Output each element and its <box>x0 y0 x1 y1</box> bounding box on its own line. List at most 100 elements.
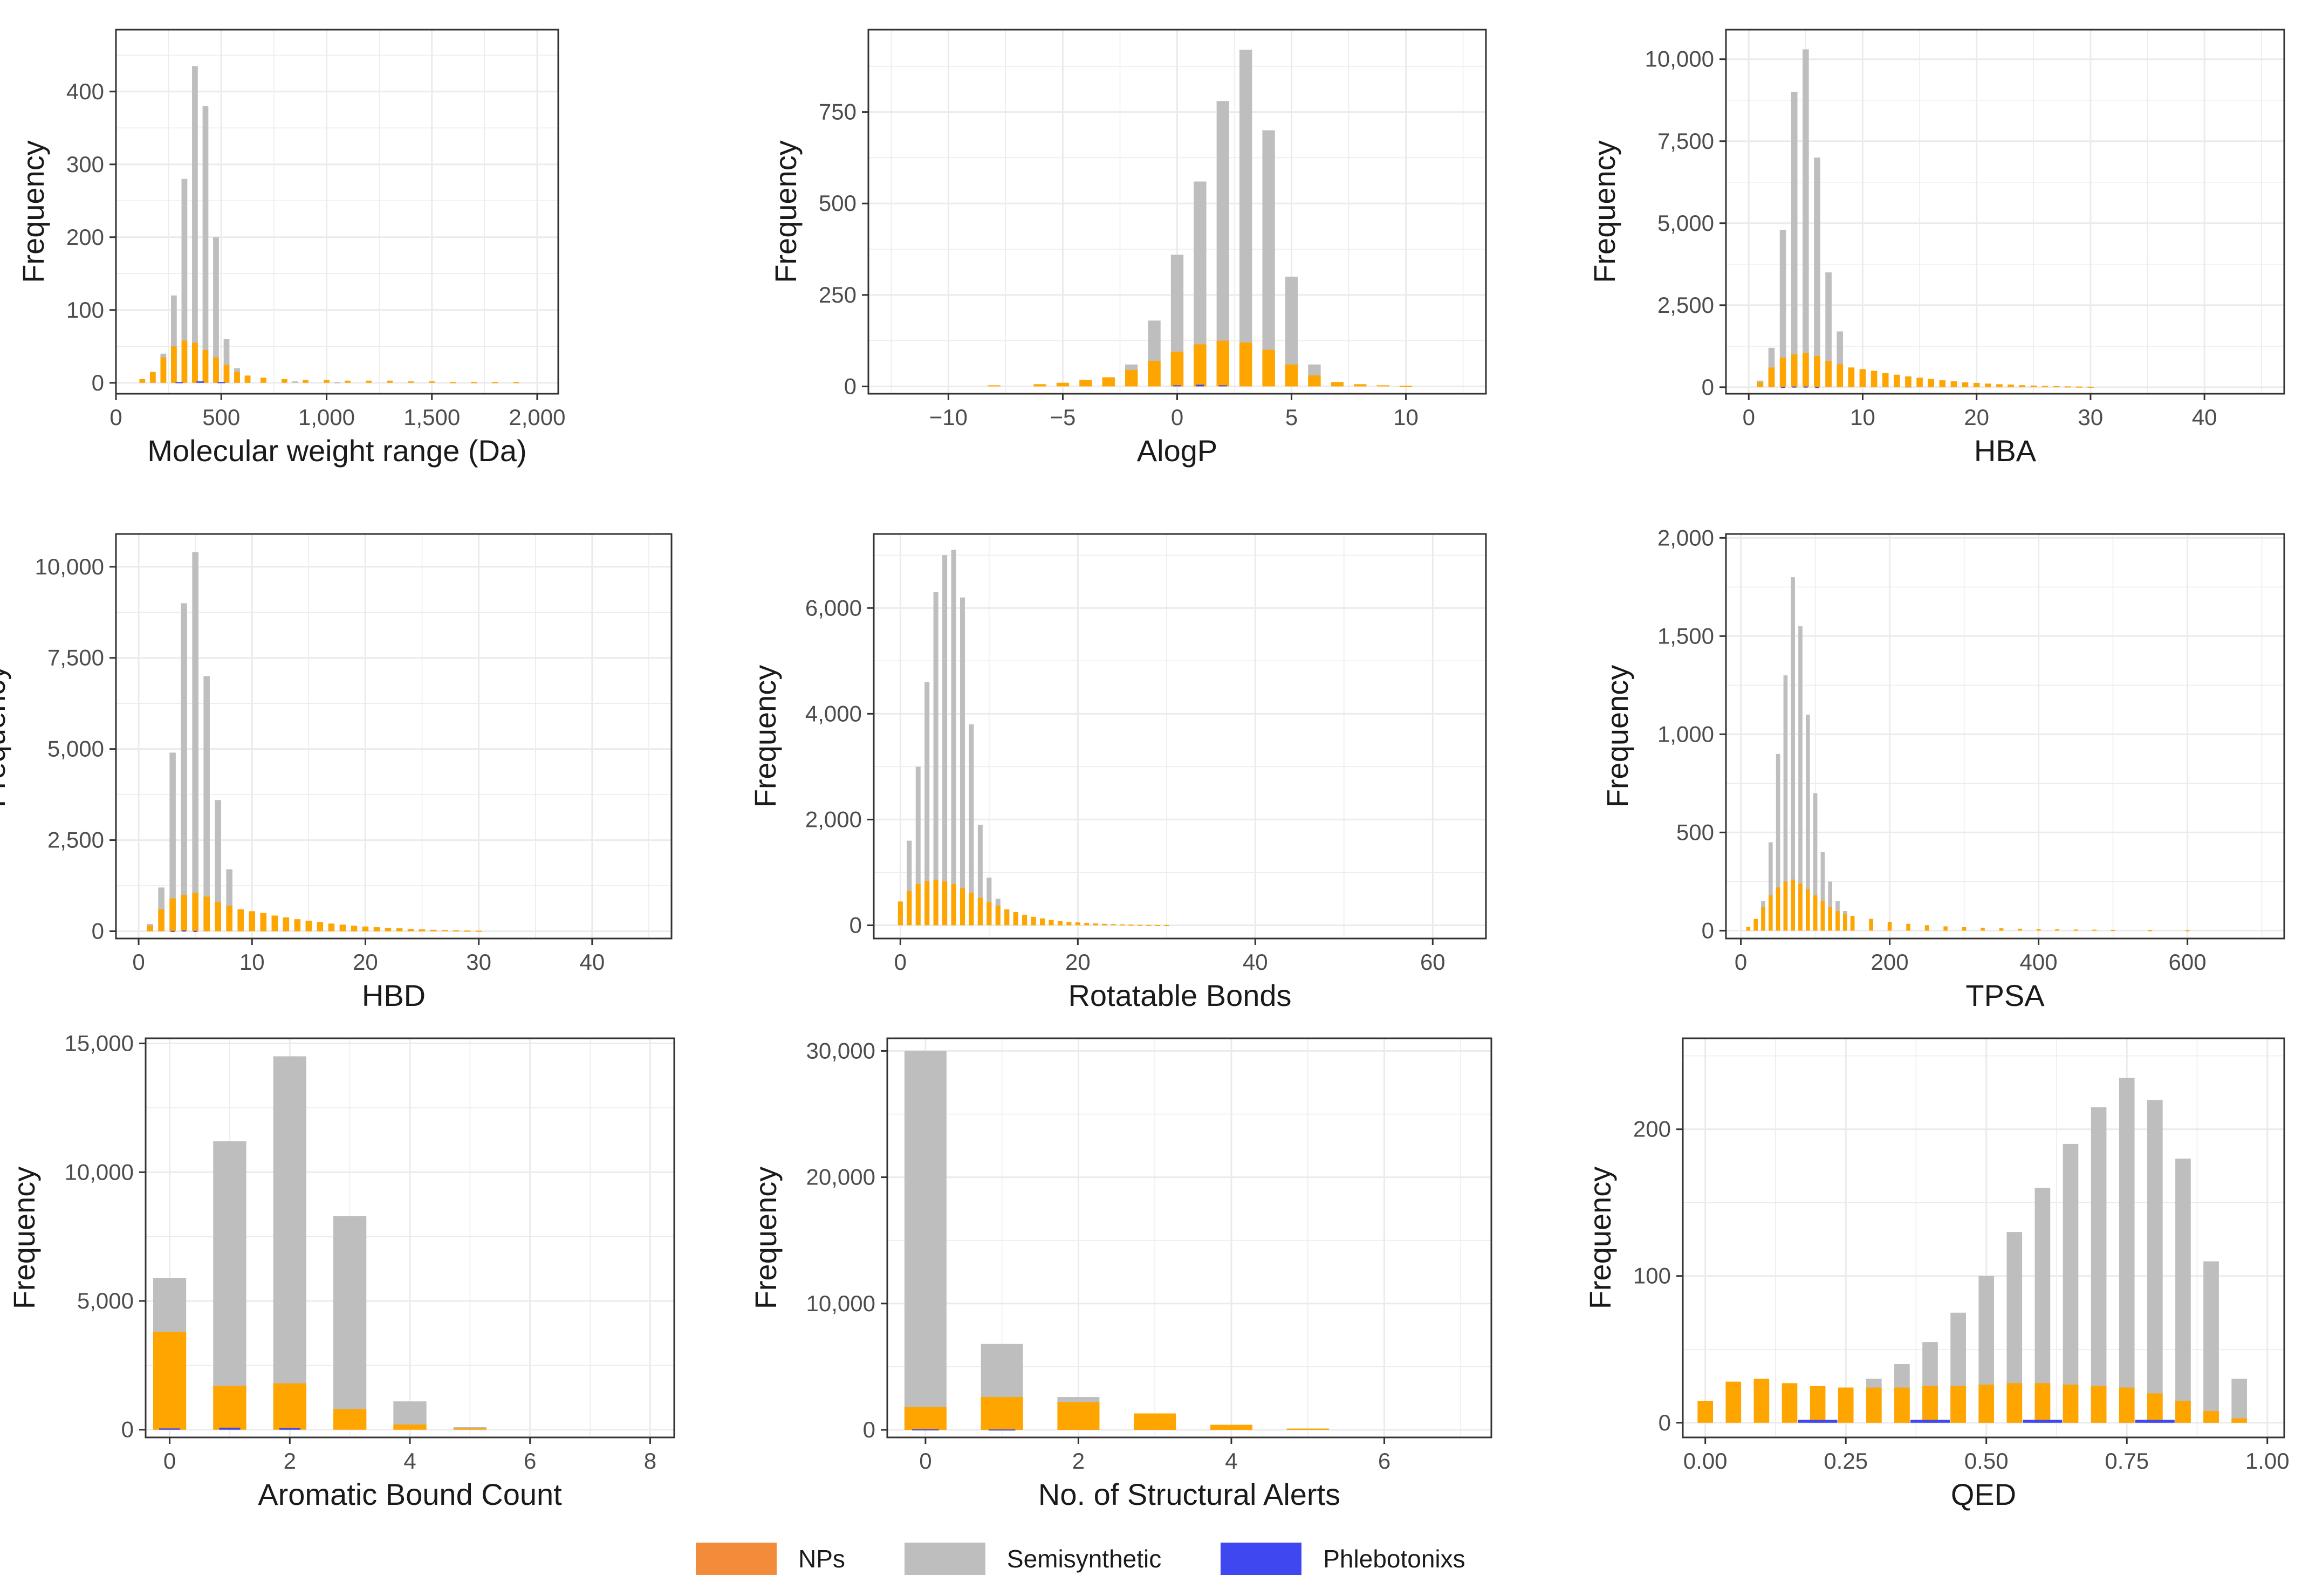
x-tick-label: 0.75 <box>2105 1448 2149 1474</box>
bar-semisynthetic <box>904 1051 947 1430</box>
bar-semisynthetic <box>1768 347 1775 387</box>
plot-border <box>1725 533 2285 940</box>
bar-nps <box>1950 1386 1966 1423</box>
plot-border <box>1682 1037 2285 1439</box>
x-tick-label: 0.25 <box>1824 1448 1868 1474</box>
bar-nps <box>1057 1402 1100 1430</box>
bar-semisynthetic <box>213 237 219 383</box>
bar-nps <box>192 893 198 931</box>
plot-background <box>116 534 672 939</box>
bar-phlebotonixs <box>1173 385 1181 387</box>
bar-nps <box>2041 386 2048 387</box>
y-tick-label: 2,500 <box>47 827 104 853</box>
bar-nps <box>139 379 146 383</box>
y-tick-label: 400 <box>66 79 104 104</box>
bar-nps <box>430 929 437 931</box>
bar-nps <box>981 1397 1023 1430</box>
bar-nps <box>1066 922 1072 926</box>
bar-semisynthetic <box>273 1056 306 1430</box>
bar-phlebotonixs <box>988 1429 1016 1431</box>
bar-nps <box>303 380 309 383</box>
bar-nps <box>960 888 965 926</box>
bar-nps <box>1768 367 1775 387</box>
bar-nps <box>333 1409 367 1430</box>
bar-nps <box>1871 371 1878 387</box>
bar-nps <box>1820 901 1825 931</box>
bar-nps <box>1753 919 1758 931</box>
bar-nps <box>951 884 956 926</box>
bar-nps <box>2008 384 2014 387</box>
bar-nps <box>986 902 992 926</box>
bar-nps <box>202 350 209 383</box>
legend-swatch-phlebotonixs <box>1221 1543 1302 1575</box>
plot-background <box>887 1038 1491 1437</box>
bar-semisynthetic <box>1783 675 1788 931</box>
x-tick-label: 4 <box>403 1448 416 1474</box>
bar-semisynthetic <box>1813 793 1818 931</box>
bar-nps <box>1837 364 1844 387</box>
bar-nps <box>283 917 290 931</box>
x-tick-label: 10 <box>239 949 265 975</box>
legend-swatch-semisynthetic <box>904 1543 985 1575</box>
bar-nps <box>1791 354 1798 387</box>
plot-border <box>873 533 1487 940</box>
bar-nps <box>995 906 1001 926</box>
bar-nps <box>1939 380 1946 387</box>
bar-phlebotonixs <box>1196 385 1204 387</box>
bar-semisynthetic <box>1769 842 1773 931</box>
bar-nps <box>1813 895 1818 931</box>
bar-semisynthetic <box>2063 1143 2079 1423</box>
bar-nps <box>2063 1385 2079 1423</box>
bar-nps <box>1004 909 1010 926</box>
bar-semisynthetic <box>333 1216 367 1430</box>
x-tick-label: −5 <box>1050 405 1076 430</box>
legend: NPs Semisynthetic Phlebotonixs <box>696 1537 1465 1580</box>
bar-nps <box>1973 382 1980 387</box>
bar-semisynthetic <box>1776 754 1780 931</box>
bar-nps <box>1779 358 1786 387</box>
bar-nps <box>1075 922 1080 926</box>
bar-nps <box>273 1383 306 1430</box>
bar-nps <box>2148 930 2153 931</box>
bar-nps <box>1697 1400 1714 1423</box>
bar-nps <box>2092 929 2097 931</box>
bar-nps <box>1928 379 1935 387</box>
bar-nps <box>1828 907 1832 931</box>
y-axis-label: Frequency <box>748 665 782 808</box>
x-tick-label: 200 <box>1871 949 1909 975</box>
chart-panel-rotatable-bonds: 0 20 40 60 0 2,000 4,000 6,000 Rotatable Bonds Fr… <box>748 533 1487 1012</box>
chart-panel-molecular-weight: 0 500 1,000 1,500 2,000 0 100 200 300 400 Molecula… <box>16 29 566 468</box>
bar-nps <box>158 909 165 931</box>
y-tick-label: 0 <box>92 918 104 943</box>
bar-nps <box>1102 377 1115 387</box>
x-tick-label: 0 <box>1171 405 1183 430</box>
bar-nps <box>1376 385 1389 387</box>
x-tick-label: 0 <box>163 1448 176 1474</box>
y-tick-label: 15,000 <box>65 1031 134 1056</box>
bar-nps <box>453 1428 487 1430</box>
y-tick-label: 200 <box>66 224 104 250</box>
bar-semisynthetic <box>2175 1159 2191 1423</box>
bar-semisynthetic <box>1828 881 1832 931</box>
bar-nps <box>1838 1387 1854 1423</box>
bar-nps <box>366 380 372 383</box>
x-tick-label: 5 <box>1285 405 1298 430</box>
bar-nps <box>1746 927 1751 931</box>
bar-phlebotonixs <box>196 381 204 383</box>
y-tick-label: 5,000 <box>47 736 104 762</box>
bar-nps <box>408 381 414 383</box>
bar-nps <box>282 379 287 383</box>
y-axis-label: Frequency <box>0 665 11 808</box>
x-tick-label: 0 <box>919 1448 931 1474</box>
x-tick-label: 400 <box>2020 949 2058 975</box>
bar-nps <box>1814 356 1820 387</box>
bar-phlebotonixs <box>217 382 225 383</box>
bar-nps <box>1791 879 1795 931</box>
bar-phlebotonixs <box>912 1429 939 1431</box>
bar-nps <box>1981 927 1985 931</box>
x-tick-label: 0.00 <box>1683 1448 1728 1474</box>
bar-nps <box>492 382 498 383</box>
bar-nps <box>924 881 930 926</box>
bar-nps <box>271 915 278 931</box>
